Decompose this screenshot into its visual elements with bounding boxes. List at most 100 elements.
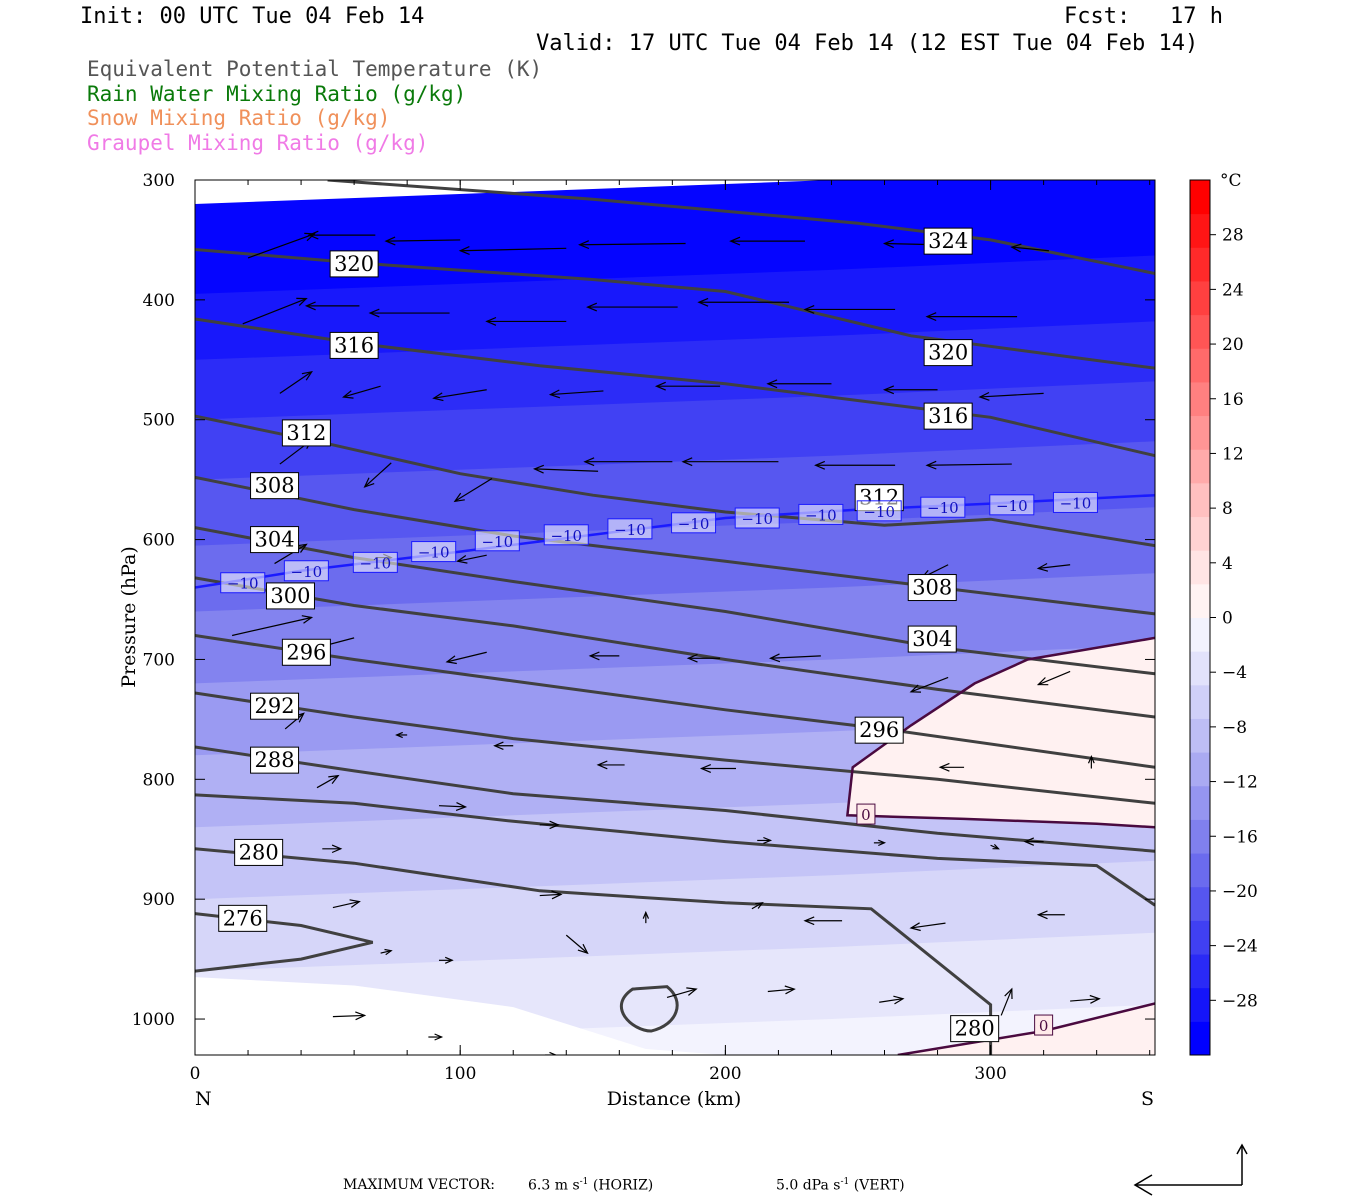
colorbar-tick-label: 24 [1222, 280, 1244, 300]
x-tick-label: 300 [974, 1064, 1006, 1084]
wind-vector [457, 554, 487, 562]
wind-vector [979, 392, 1044, 398]
colorbar: 28 24 20 16 12 8 4 0 −4 −8 −12 −16 −20 −24 −28 [1189, 179, 1258, 1056]
wind-vector-head [681, 457, 693, 467]
wind-vector [879, 998, 904, 1003]
wind-vector-head [549, 820, 560, 830]
theta-e-label-box [218, 904, 268, 932]
wind-vector-head [304, 301, 316, 311]
y-tick-label: 900 [143, 890, 175, 910]
wind-vector [910, 676, 949, 693]
colorbar-tick-label: −20 [1222, 882, 1258, 902]
theta-e-label: 308 [255, 474, 295, 498]
wind-vector [1070, 998, 1100, 1002]
colorbar-swatch [1190, 449, 1210, 484]
wind-vector [666, 988, 697, 999]
wind-vector-head [583, 457, 595, 467]
wind-vectors [231, 230, 1101, 1055]
theta-e-label-box [329, 331, 379, 359]
theta-e-label-box [907, 625, 957, 653]
wind-vector [926, 463, 1012, 466]
wind-vector-head [882, 239, 895, 249]
theta-e-label-box [854, 716, 904, 744]
wind-vector-head [349, 899, 361, 908]
max-vector-label: MAXIMUM VECTOR: [343, 1177, 495, 1193]
wind-vector-head [882, 385, 895, 395]
temp-label: −10 [291, 563, 323, 581]
temp-label: −10 [741, 510, 773, 528]
theta-e-label: 320 [334, 252, 374, 276]
temp-label: 0 [1039, 1017, 1049, 1035]
colorbar-tick-label: −4 [1222, 663, 1247, 683]
theta-e-label: 312 [286, 421, 326, 445]
y-axis-title: Pressure (hPa) [118, 546, 140, 688]
theta-e-contour-312 [195, 414, 1155, 548]
wind-vector [332, 1014, 365, 1018]
theta-e-label-box [265, 582, 315, 610]
wind-vector [1011, 246, 1049, 252]
colorbar-unit: °C [1220, 171, 1242, 191]
colorbar-tick-label: −8 [1222, 718, 1247, 738]
colorbar-tick-label: −28 [1222, 991, 1258, 1011]
theta-e-label: 324 [928, 229, 968, 253]
wind-vector-head [938, 762, 950, 772]
wind-vector-head [925, 460, 937, 470]
wind-vector [380, 950, 392, 954]
temp-band [195, 977, 726, 1055]
wind-vector [1038, 670, 1071, 686]
theta-e-label: 288 [255, 748, 295, 772]
wind-vector [1038, 564, 1071, 569]
theta-e-label-box [923, 339, 973, 367]
wind-vector-head [458, 246, 470, 255]
wind-vector-head [1087, 754, 1095, 764]
colorbar-swatch [1190, 684, 1210, 719]
colorbar-swatch [1190, 617, 1210, 652]
wind-vector-head [307, 230, 319, 240]
field-label-graupel: Graupel Mixing Ratio (g/kg) [87, 131, 429, 155]
y-tick-label: 800 [143, 770, 175, 790]
temp-label: −10 [614, 521, 646, 539]
temp-label-box [1052, 491, 1098, 513]
wind-vector [247, 233, 315, 259]
wind-vector [343, 385, 381, 398]
x-tick-label: 0 [190, 1064, 201, 1084]
wind-vector-head [803, 305, 815, 314]
vector-scale-key [1133, 1143, 1248, 1196]
wind-vector [751, 902, 763, 910]
warm-zone-shading [847, 637, 1155, 1055]
temp-label-box [989, 494, 1035, 516]
theta-e-label: 280 [239, 840, 279, 864]
colorbar-swatch [1190, 348, 1210, 383]
wind-vector [284, 712, 305, 730]
wind-vector-head [909, 684, 922, 693]
wind-vector [767, 988, 795, 993]
wind-vector [454, 477, 493, 502]
theta-e-label: 280 [955, 1017, 995, 1041]
wind-vector-head [978, 391, 990, 401]
colorbar-swatch [1190, 853, 1210, 888]
theta-e-label-box [950, 1015, 1000, 1043]
colorbar-swatch [1190, 785, 1210, 820]
wind-vector [770, 655, 821, 659]
temp-label-box [543, 524, 589, 546]
wind-vector [364, 462, 392, 488]
theta-e-label: 308 [912, 576, 952, 600]
max-vector-vert: 5.0 dPa s-1 (VERT) [776, 1177, 905, 1194]
temp-label: −10 [996, 497, 1028, 515]
colorbar-swatch [1190, 415, 1210, 450]
wind-vector-head [586, 302, 598, 312]
wind-vector-head [578, 240, 590, 250]
wind-vector-head [456, 555, 468, 564]
wind-vector-head [686, 653, 698, 663]
theta-e-label: 316 [334, 333, 374, 357]
colorbar-swatch [1190, 954, 1210, 989]
y-tick-label: 400 [143, 291, 175, 311]
temp-label-box [798, 503, 844, 525]
x-end-label-right: S [1141, 1088, 1154, 1110]
temp-label-box [920, 496, 966, 518]
wind-vector-head [803, 916, 815, 926]
temp-label: −10 [863, 503, 895, 521]
wind-vector-head [455, 802, 468, 811]
wind-vector-head [766, 379, 778, 389]
